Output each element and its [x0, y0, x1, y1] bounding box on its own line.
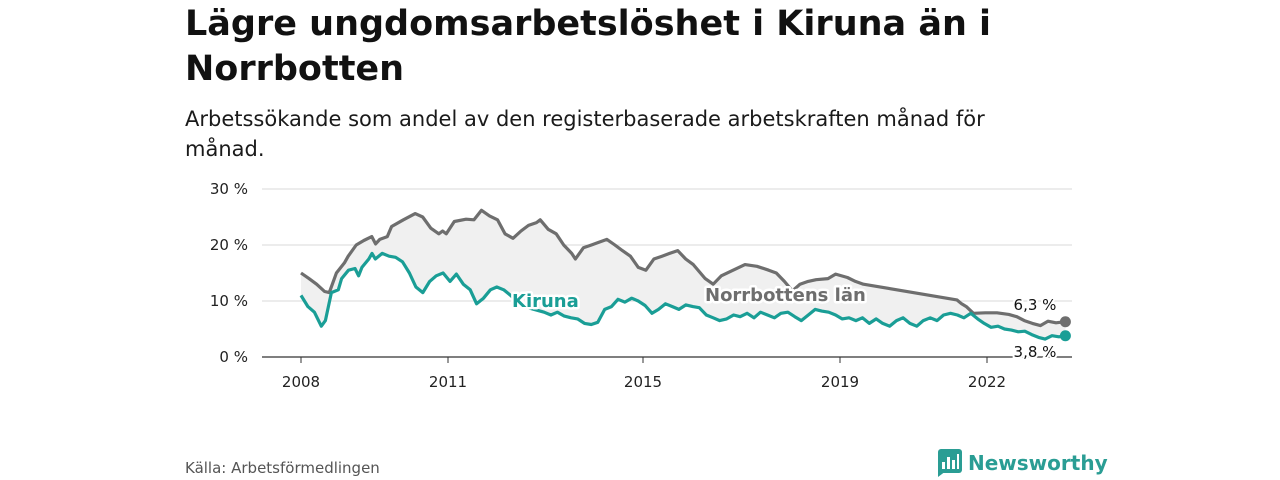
source-note: Källa: Arbetsförmedlingen: [185, 459, 380, 477]
line-chart: 0 % 10 % 20 % 30 % 2008 2011 2015 2019 2022 Norrb…: [210, 180, 1072, 390]
end-point-norrbottens-lan: [1059, 316, 1071, 328]
series-label-norrbottens-lan: Norrbottens län: [705, 285, 866, 306]
x-tick-label: 2022: [968, 373, 1006, 390]
y-tick-label: 20 %: [210, 236, 248, 254]
y-tick-label: 0 %: [219, 348, 248, 366]
labels: 0 % 10 % 20 % 30 % 2008 2011 2015 2019 2022 Norrb…: [210, 180, 1059, 390]
difference-band: [301, 210, 1066, 340]
newsworthy-icon: [938, 449, 962, 477]
x-tick-label: 2008: [282, 373, 320, 390]
x-tick-label: 2019: [821, 373, 859, 390]
y-tick-label: 30 %: [210, 180, 248, 198]
series-lines: [299, 208, 1071, 342]
x-tick-label: 2011: [429, 373, 467, 390]
brand-name: Newsworthy: [968, 451, 1108, 475]
end-label-norrbottens-lan: 6,3 %: [1014, 296, 1057, 314]
series-line-kiruna: [299, 251, 1066, 341]
end-label-kiruna: 3,8 %: [1014, 343, 1057, 361]
series-label-kiruna: Kiruna: [512, 291, 579, 312]
chart-title: Lägre ungdomsarbetslöshet i Kiruna än i …: [185, 4, 992, 89]
y-tick-label: 10 %: [210, 292, 248, 310]
series-line-norrbottens-lan: [300, 208, 1066, 328]
end-point-kiruna: [1059, 330, 1071, 342]
brand-logo: Newsworthy: [938, 449, 1108, 477]
x-tick-label: 2015: [624, 373, 662, 390]
chart-subtitle: Arbetssökande som andel av den registerb…: [185, 107, 985, 161]
